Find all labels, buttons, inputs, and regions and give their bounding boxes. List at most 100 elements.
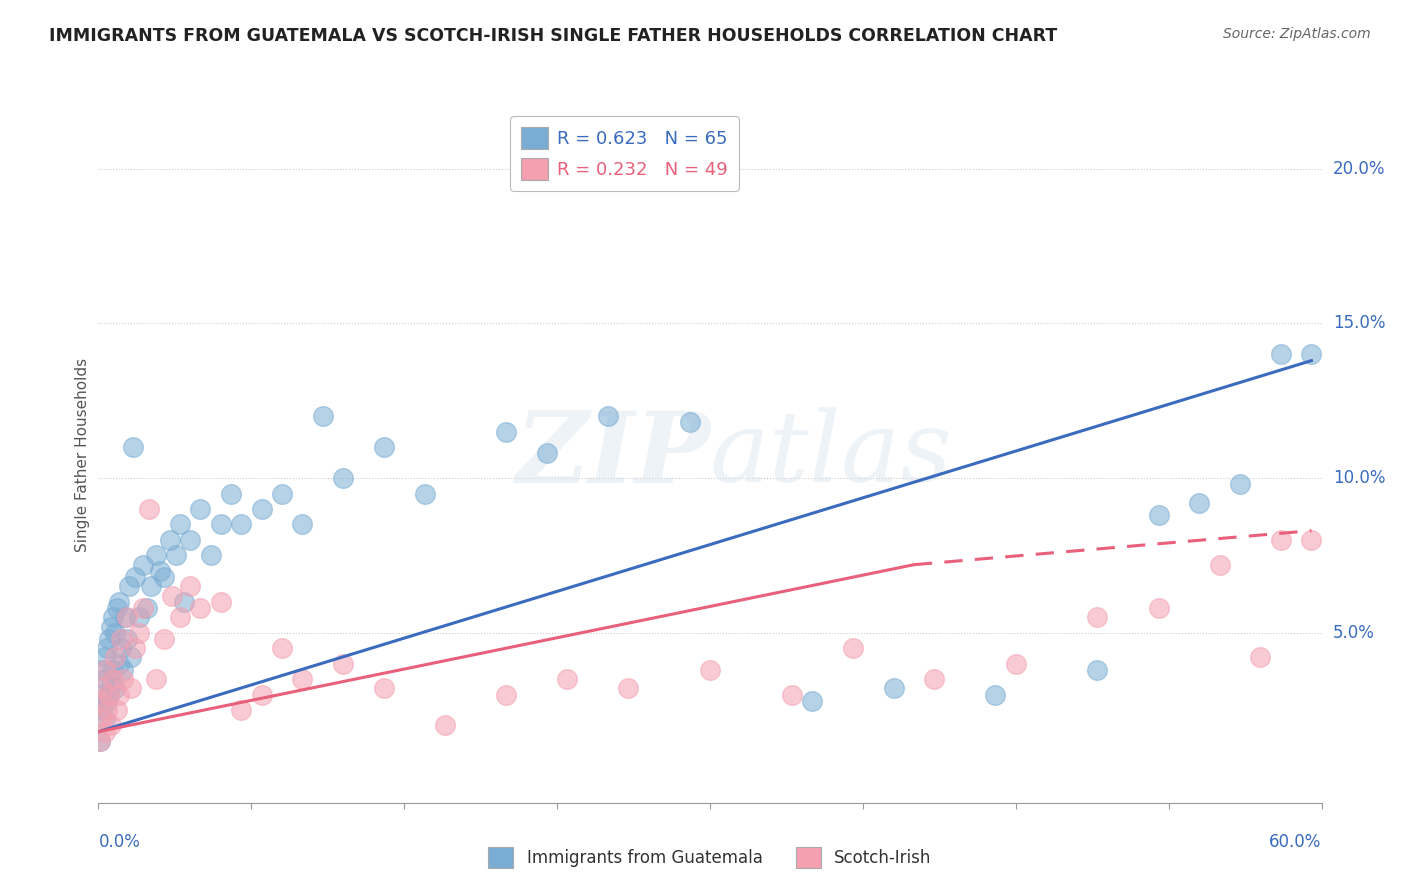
Text: 5.0%: 5.0%: [1333, 624, 1375, 641]
Point: [96, 703, 118, 717]
Text: Source: ZipAtlas.com: Source: ZipAtlas.com: [1223, 27, 1371, 41]
Point: [1301, 347, 1323, 361]
Point: [188, 601, 212, 615]
Point: [598, 409, 620, 424]
Point: [100, 718, 122, 732]
Point: [149, 564, 172, 578]
Point: [100, 678, 122, 692]
Point: [291, 672, 314, 686]
Point: [617, 681, 640, 696]
Point: [91, 681, 114, 696]
Point: [132, 601, 155, 615]
Point: [122, 440, 145, 454]
Point: [132, 558, 155, 572]
Point: [97, 632, 120, 646]
Text: atlas: atlas: [710, 408, 953, 502]
Point: [136, 601, 159, 615]
Point: [200, 549, 222, 563]
Point: [495, 425, 517, 439]
Point: [1188, 496, 1211, 510]
Text: 60.0%: 60.0%: [1270, 833, 1322, 851]
Point: [250, 502, 273, 516]
Point: [270, 641, 294, 656]
Legend: Immigrants from Guatemala, Scotch-Irish: Immigrants from Guatemala, Scotch-Irish: [482, 841, 938, 874]
Point: [209, 517, 232, 532]
Point: [104, 650, 127, 665]
Point: [413, 486, 436, 500]
Point: [89, 694, 111, 708]
Point: [179, 533, 201, 547]
Point: [188, 502, 212, 516]
Point: [1229, 477, 1251, 491]
Point: [145, 672, 167, 686]
Point: [105, 601, 128, 615]
Text: ZIP: ZIP: [515, 407, 710, 503]
Point: [169, 610, 191, 624]
Point: [801, 694, 824, 708]
Point: [96, 694, 118, 708]
Point: [101, 672, 124, 686]
Point: [111, 672, 134, 686]
Point: [120, 650, 142, 665]
Point: [138, 502, 160, 516]
Point: [250, 688, 273, 702]
Point: [332, 657, 354, 671]
Point: [209, 595, 232, 609]
Point: [93, 650, 115, 665]
Point: [173, 595, 195, 609]
Point: [100, 619, 122, 633]
Text: 20.0%: 20.0%: [1333, 160, 1385, 178]
Point: [219, 486, 242, 500]
Point: [96, 641, 118, 656]
Point: [91, 663, 114, 677]
Point: [108, 657, 131, 671]
Point: [110, 641, 132, 656]
Point: [120, 681, 142, 696]
Point: [152, 570, 174, 584]
Point: [91, 703, 114, 717]
Point: [101, 663, 124, 677]
Point: [128, 610, 150, 624]
Point: [105, 703, 128, 717]
Point: [110, 632, 132, 646]
Point: [270, 486, 294, 500]
Point: [141, 579, 163, 593]
Point: [555, 672, 579, 686]
Point: [1209, 558, 1232, 572]
Point: [93, 672, 115, 686]
Point: [101, 610, 124, 624]
Point: [124, 570, 146, 584]
Point: [1147, 508, 1170, 523]
Point: [108, 595, 131, 609]
Point: [780, 688, 803, 702]
Point: [89, 688, 111, 702]
Point: [160, 589, 183, 603]
Point: [679, 416, 702, 430]
Point: [115, 610, 138, 624]
Point: [89, 734, 111, 748]
Point: [104, 681, 127, 696]
Point: [115, 632, 138, 646]
Text: 0.0%: 0.0%: [98, 833, 141, 851]
Point: [128, 625, 150, 640]
Point: [152, 632, 174, 646]
Point: [922, 672, 945, 686]
Point: [93, 712, 115, 726]
Point: [169, 517, 191, 532]
Point: [231, 517, 253, 532]
Point: [1249, 650, 1271, 665]
Text: 15.0%: 15.0%: [1333, 315, 1385, 333]
Point: [291, 517, 314, 532]
Point: [124, 641, 146, 656]
Point: [1004, 657, 1026, 671]
Point: [434, 718, 457, 732]
Point: [1270, 347, 1292, 361]
Point: [114, 610, 136, 624]
Point: [373, 440, 395, 454]
Point: [1085, 610, 1108, 624]
Point: [93, 663, 115, 677]
Point: [984, 688, 1007, 702]
Point: [93, 724, 115, 739]
Point: [841, 641, 863, 656]
Point: [1270, 533, 1292, 547]
